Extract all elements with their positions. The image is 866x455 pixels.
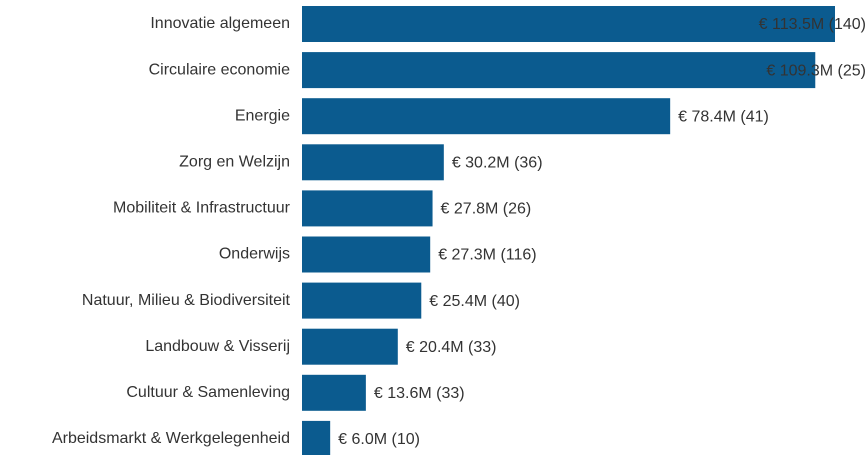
value-label: € 109.3M (25) (766, 62, 866, 79)
bar (302, 236, 431, 273)
value-label: € 25.4M (40) (429, 293, 520, 310)
bar (302, 374, 366, 411)
category-label: Mobiliteit & Infrastructuur (113, 200, 291, 217)
bar (302, 6, 835, 42)
category-label: Energie (235, 107, 290, 124)
value-label: € 113.5M (140) (759, 16, 866, 33)
bar (302, 52, 816, 89)
value-label: € 78.4M (41) (678, 108, 769, 125)
bar (302, 98, 671, 135)
bar (302, 328, 398, 365)
category-label: Zorg en Welzijn (179, 154, 290, 171)
category-label: Circulaire economie (149, 61, 290, 78)
category-label: Innovatie algemeen (150, 15, 290, 32)
category-label: Arbeidsmarkt & Werkgelegenheid (52, 430, 290, 447)
bar (302, 282, 422, 319)
value-label: € 6.0M (10) (338, 431, 420, 448)
bar (302, 144, 444, 181)
value-label: € 27.3M (116) (438, 247, 536, 264)
value-label: € 20.4M (33) (406, 339, 497, 356)
value-label: € 30.2M (36) (452, 155, 543, 172)
category-label: Natuur, Milieu & Biodiversiteit (82, 292, 291, 309)
value-label: € 27.8M (26) (441, 201, 532, 218)
value-label: € 13.6M (33) (374, 385, 465, 402)
category-label: Onderwijs (219, 246, 290, 263)
category-label: Cultuur & Samenleving (126, 384, 290, 401)
bar (302, 420, 331, 455)
category-label: Landbouw & Visserij (145, 338, 290, 355)
bar (302, 190, 433, 227)
